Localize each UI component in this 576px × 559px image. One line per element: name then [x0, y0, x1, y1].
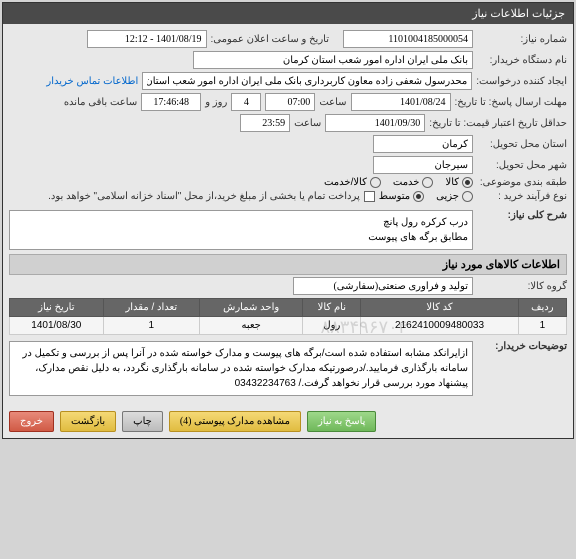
proc-medium-text: متوسط [379, 191, 410, 202]
announce-input[interactable] [87, 30, 207, 48]
validity-label: حداقل تاریخ اعتبار قیمت: تا تاریخ: [429, 118, 567, 129]
province-label: استان محل تحویل: [477, 139, 567, 150]
buyer-label: نام دستگاه خریدار: [477, 55, 567, 66]
remaining-time-input[interactable] [141, 93, 201, 111]
proc-small-radio[interactable]: جزیی [436, 191, 473, 202]
cat-goods-service-radio[interactable]: کالا/خدمت [324, 177, 381, 188]
requester-label: ایجاد کننده درخواست: [476, 76, 567, 87]
radio-icon [370, 177, 381, 188]
cat-service-radio[interactable]: خدمت [393, 177, 434, 188]
td-name-text: رول [323, 320, 340, 331]
back-button[interactable]: بازگشت [60, 411, 116, 432]
days-input[interactable] [231, 93, 261, 111]
requester-input[interactable] [142, 72, 472, 90]
validity-time-input[interactable] [240, 114, 290, 132]
td-code: 2162410009480033 [361, 317, 518, 335]
respond-button[interactable]: پاسخ به نیاز [307, 411, 377, 432]
deadline-date-input[interactable] [351, 93, 451, 111]
widget-title: جزئیات اطلاعات نیاز [3, 3, 573, 24]
contact-link[interactable]: اطلاعات تماس خریدار [46, 76, 138, 87]
radio-icon [462, 177, 473, 188]
th-date: تاریخ نیاز [10, 299, 104, 317]
goods-table: ردیف کد کالا نام کالا واحد شمارش تعداد /… [9, 298, 567, 335]
process-radio-group: جزیی متوسط [379, 191, 473, 202]
remaining-label: ساعت باقی مانده [64, 97, 137, 108]
city-input[interactable] [373, 156, 473, 174]
cat-goods-text: کالا [445, 177, 459, 188]
group-input[interactable] [293, 277, 473, 295]
saat-label-2: ساعت [294, 118, 321, 129]
buyer-notes-text: ازایرانکد مشابه استفاده شده است/برگه های… [9, 341, 473, 396]
proc-medium-radio[interactable]: متوسط [379, 191, 424, 202]
buyer-input[interactable] [193, 51, 473, 69]
exit-button[interactable]: خروج [9, 411, 54, 432]
td-row: 1 [518, 317, 566, 335]
radio-icon [422, 177, 433, 188]
th-code: کد کالا [361, 299, 518, 317]
summary-text: درب کرکره رول پانچ مطابق برگه های پیوست [9, 210, 473, 250]
deadline-time-input[interactable] [265, 93, 315, 111]
radio-icon [462, 191, 473, 202]
validity-date-input[interactable] [325, 114, 425, 132]
details-widget: جزئیات اطلاعات نیاز شماره نیاز: تاریخ و … [2, 2, 574, 439]
cat-service-text: خدمت [393, 177, 420, 188]
td-unit: جعبه [199, 317, 302, 335]
table-header-row: ردیف کد کالا نام کالا واحد شمارش تعداد /… [10, 299, 567, 317]
th-qty: تعداد / مقدار [103, 299, 199, 317]
deadline-label: مهلت ارسال پاسخ: تا تاریخ: [455, 97, 567, 108]
goods-section-title: اطلاعات کالاهای مورد نیاز [9, 254, 567, 275]
buyer-notes-label: توضیحات خریدار: [477, 341, 567, 352]
th-unit: واحد شمارش [199, 299, 302, 317]
td-name: رول ۸۸۳۴۹۶۷۰۴ [303, 317, 361, 335]
button-bar: پاسخ به نیاز مشاهده مدارک پیوستی (4) چاپ… [3, 405, 573, 438]
th-row: ردیف [518, 299, 566, 317]
attachments-button[interactable]: مشاهده مدارک پیوستی (4) [169, 411, 301, 432]
province-input[interactable] [373, 135, 473, 153]
announce-label: تاریخ و ساعت اعلان عمومی: [211, 34, 330, 45]
need-no-input[interactable] [343, 30, 473, 48]
widget-body: شماره نیاز: تاریخ و ساعت اعلان عمومی: نا… [3, 24, 573, 405]
saat-label-1: ساعت [319, 97, 346, 108]
proc-small-text: جزیی [436, 191, 459, 202]
days-label: روز و [205, 97, 227, 108]
radio-icon [413, 191, 424, 202]
print-button[interactable]: چاپ [122, 411, 163, 432]
need-no-label: شماره نیاز: [477, 34, 567, 45]
td-qty: 1 [103, 317, 199, 335]
payment-checkbox[interactable] [364, 191, 375, 202]
th-name: نام کالا [303, 299, 361, 317]
cat-gs-text: کالا/خدمت [324, 177, 367, 188]
city-label: شهر محل تحویل: [477, 160, 567, 171]
cat-goods-radio[interactable]: کالا [445, 177, 473, 188]
category-radio-group: کالا خدمت کالا/خدمت [324, 177, 473, 188]
td-date: 1401/08/30 [10, 317, 104, 335]
payment-note: پرداخت تمام یا بخشی از مبلغ خرید،از محل … [48, 191, 360, 202]
category-label: طبقه بندی موضوعی: [477, 177, 567, 188]
table-row: 1 2162410009480033 رول ۸۸۳۴۹۶۷۰۴ جعبه 1 … [10, 317, 567, 335]
summary-label: شرح کلی نیاز: [477, 210, 567, 221]
process-label: نوع فرآیند خرید : [477, 191, 567, 202]
group-label: گروه کالا: [477, 281, 567, 292]
